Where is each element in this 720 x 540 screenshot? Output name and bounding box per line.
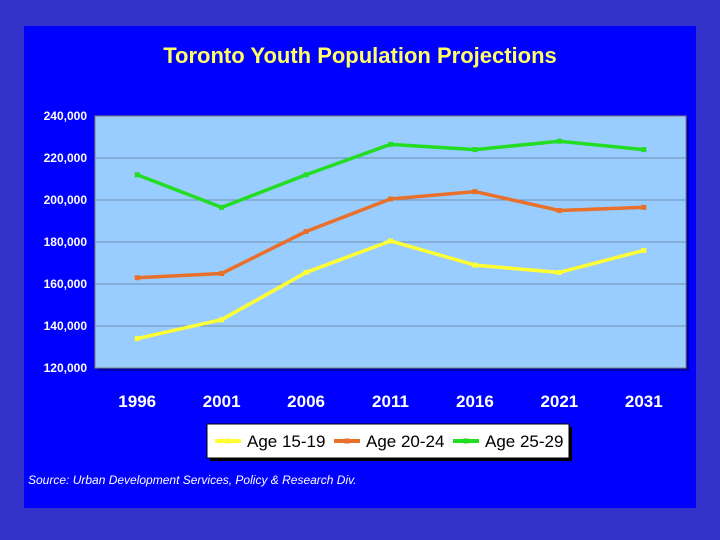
data-point [556,208,562,213]
x-tick-label: 1996 [118,392,156,411]
y-tick-label: 140,000 [44,319,88,333]
chart-title: Toronto Youth Population Projections [163,43,557,68]
data-point [303,172,309,178]
y-tick-label: 240,000 [44,109,88,123]
x-tick-label: 2016 [456,392,494,411]
legend-marker [344,438,350,444]
data-point [472,262,478,268]
legend-label: Age 15-19 [247,432,325,451]
data-point [641,204,647,210]
x-tick-label: 2006 [287,392,325,411]
data-point [388,141,393,147]
data-point [303,229,309,234]
legend-label: Age 25-29 [485,432,563,451]
y-tick-label: 180,000 [44,235,88,249]
y-tick-label: 200,000 [44,193,88,207]
y-axis-ticks: 240,000 220,000 200,000 180,000 160,000 140,0… [44,109,88,375]
plot-area [94,115,689,371]
data-point [388,238,393,244]
x-tick-label: 2011 [372,392,409,411]
legend-marker [225,438,231,444]
data-point [556,138,562,144]
data-point [388,196,393,202]
legend: Age 15-19 Age 20-24 Age 25-29 [206,423,572,461]
data-point [219,271,225,276]
legend-label: Age 20-24 [366,432,444,451]
data-point [472,147,478,153]
slide-background: Toronto Youth Population Projections 240… [24,26,696,508]
data-point [303,269,309,275]
data-point [472,189,478,195]
data-point [641,247,647,253]
x-tick-label: 2031 [625,392,663,411]
data-point [134,172,140,178]
y-tick-label: 160,000 [44,277,88,291]
data-point [556,269,562,275]
line-chart: Toronto Youth Population Projections 240… [28,43,689,487]
data-point [134,336,140,342]
x-tick-label: 2001 [203,392,241,411]
legend-marker [463,438,469,444]
source-note: Source: Urban Development Services, Poli… [28,473,357,487]
x-axis-ticks: 1996 2001 2006 2011 2016 2021 2031 [118,392,662,411]
series-lines [134,138,647,342]
legend-box [206,423,570,459]
data-point [219,204,225,210]
data-point [641,147,647,153]
data-point [219,317,225,323]
x-tick-label: 2021 [540,392,578,411]
y-tick-label: 120,000 [44,361,88,375]
y-tick-label: 220,000 [44,151,88,165]
data-point [134,275,140,281]
